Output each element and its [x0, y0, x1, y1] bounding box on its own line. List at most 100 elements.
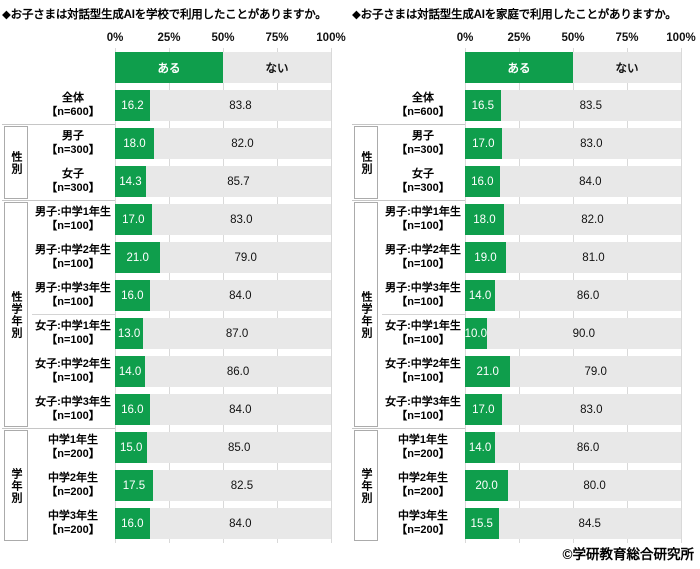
row-bars: 16.0 84.0 [115, 280, 331, 311]
group-box: 学年別 [354, 430, 378, 541]
axis-tick-label: 25% [507, 32, 531, 44]
bar-yes-value: 17.0 [472, 137, 495, 150]
row-label-name: 中学2年生 [47, 471, 99, 484]
bar-no-segment: 86.0 [495, 432, 681, 463]
bar-yes-segment: 15.5 [465, 508, 499, 539]
row-label: 男子:中学1年生 【n=100】 [382, 204, 464, 235]
x-axis: 0% 25% 50% 75% 100% [457, 32, 696, 47]
bar-yes-segment: 13.0 [115, 318, 144, 349]
bar-yes-value: 10.0 [464, 327, 487, 340]
bar-yes-value: 16.5 [471, 99, 494, 112]
row-label: 女子:中学2年生 【n=100】 [382, 356, 464, 387]
bar-no-value: 83.0 [580, 403, 603, 416]
group-separator [2, 124, 115, 125]
bar-yes-value: 18.0 [473, 213, 496, 226]
bar-no-segment: 80.0 [508, 470, 681, 501]
bar-no-value: 82.5 [230, 479, 254, 492]
chart-row: 中学2年生 【n=200】 17.5 82.5 [2, 470, 350, 501]
bar-yes-value: 21.0 [476, 365, 499, 378]
bar-no-segment: 87.0 [143, 318, 331, 349]
row-bars: 16.0 84.0 [465, 166, 681, 197]
bar-no-value: 79.0 [584, 365, 607, 378]
row-label-n: 【n=100】 [46, 295, 100, 308]
bar-yes-segment: 16.2 [115, 90, 150, 121]
row-bars: 21.0 79.0 [115, 242, 331, 273]
legend: ある ない [465, 52, 681, 83]
bar-no-value: 84.0 [229, 517, 252, 530]
row-label-name: 中学3年生 [397, 509, 449, 522]
bar-yes-segment: 16.0 [465, 166, 500, 197]
row-label-name: 女子:中学2年生 [385, 357, 461, 370]
legend-item-no: ない [573, 52, 681, 83]
bar-yes-value: 16.0 [121, 403, 144, 416]
bar-yes-value: 16.2 [121, 99, 144, 112]
row-label: 男子:中学3年生 【n=100】 [32, 280, 114, 311]
row-label: 全体 【n=600】 [32, 90, 114, 121]
bar-no-value: 82.0 [231, 137, 254, 150]
bar-yes-segment: 14.3 [115, 166, 146, 197]
bar-yes-value: 15.0 [120, 441, 143, 454]
bar-yes-segment: 16.0 [115, 280, 150, 311]
group-box: 性別 [354, 126, 378, 199]
row-label: 男子:中学2年生 【n=100】 [32, 242, 114, 273]
row-label-n: 【n=100】 [396, 371, 450, 384]
group-label: 性学年別 [10, 290, 22, 339]
row-label: 女子 【n=300】 [32, 166, 114, 197]
chart-row: 男子:中学1年生 【n=100】 18.0 82.0 [352, 204, 700, 235]
bar-no-value: 82.0 [581, 213, 604, 226]
chart-row: 女子:中学3年生 【n=100】 16.0 84.0 [2, 394, 350, 425]
row-bars: 10.0 90.0 [465, 318, 681, 349]
bar-no-segment: 84.0 [499, 166, 681, 197]
row-label-n: 【n=100】 [46, 333, 100, 346]
chart-row: 男子 【n=300】 17.0 83.0 [352, 128, 700, 159]
chart-row: 男子:中学3年生 【n=100】 16.0 84.0 [2, 280, 350, 311]
row-label: 男子:中学2年生 【n=100】 [382, 242, 464, 273]
row-bars: 20.0 80.0 [465, 470, 681, 501]
bar-no-value: 86.0 [576, 441, 600, 454]
row-label-name: 男子:中学1年生 [35, 205, 111, 218]
group-label: 学年別 [10, 467, 22, 504]
row-label-name: 中学2年生 [397, 471, 449, 484]
row-bars: 16.0 84.0 [115, 508, 331, 539]
row-label: 女子:中学1年生 【n=100】 [382, 318, 464, 349]
group-separator [352, 124, 465, 125]
axis-tick-label: 75% [265, 32, 289, 44]
bar-yes-value: 16.0 [121, 289, 144, 302]
row-label-n: 【n=100】 [46, 371, 100, 384]
bar-no-segment: 82.0 [153, 128, 331, 159]
axis-tick-label: 100% [316, 32, 346, 44]
row-label-name: 全体 [412, 91, 434, 104]
subgroup-separator [382, 314, 465, 315]
chart-row: 男子:中学2年生 【n=100】 19.0 81.0 [352, 242, 700, 273]
row-label-n: 【n=300】 [396, 181, 450, 194]
row-label-name: 女子:中学1年生 [385, 319, 461, 332]
row-label-n: 【n=100】 [46, 409, 100, 422]
chart-row: 全体 【n=600】 16.2 83.8 [2, 90, 350, 121]
copyright-notice: ©学研教育総合研究所 [562, 547, 694, 562]
axis-tick-label: 0% [106, 32, 124, 44]
row-label-n: 【n=200】 [396, 447, 450, 460]
row-label-n: 【n=100】 [46, 219, 100, 232]
bar-yes-segment: 18.0 [115, 128, 154, 159]
group-separator [2, 428, 115, 429]
row-label-n: 【n=200】 [396, 523, 450, 536]
bar-no-segment: 85.0 [147, 432, 331, 463]
chart-row: 男子 【n=300】 18.0 82.0 [2, 128, 350, 159]
bar-no-value: 80.0 [583, 479, 606, 492]
bar-no-segment: 83.8 [150, 90, 331, 121]
row-bars: 15.5 84.5 [465, 508, 681, 539]
chart-row: 女子:中学1年生 【n=100】 10.0 90.0 [352, 318, 700, 349]
bar-no-value: 83.5 [579, 99, 602, 112]
bar-no-segment: 84.0 [149, 394, 331, 425]
bar-no-value: 86.0 [226, 365, 250, 378]
row-bars: 17.0 83.0 [465, 394, 681, 425]
row-bars: 14.0 86.0 [465, 280, 681, 311]
group-box: 性学年別 [4, 202, 28, 427]
bar-no-value: 83.0 [230, 213, 253, 226]
bar-yes-value: 14.0 [468, 289, 492, 302]
bar-no-segment: 86.0 [495, 280, 681, 311]
group-label: 性学年別 [360, 290, 372, 339]
gridline [681, 48, 682, 543]
bar-yes-segment: 17.0 [465, 394, 502, 425]
